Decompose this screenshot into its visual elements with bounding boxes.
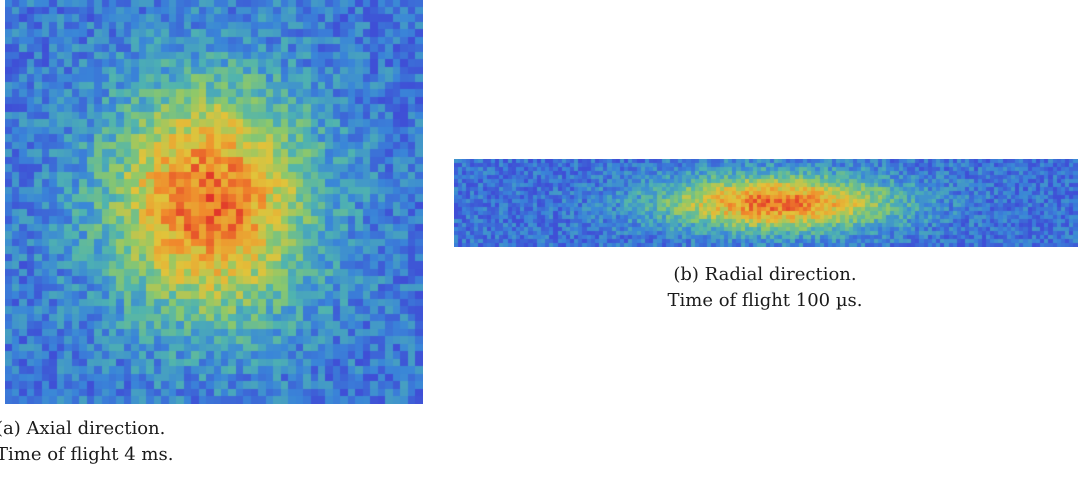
caption-a-line2: Time of flight 4 ms. bbox=[0, 444, 174, 465]
caption-b-line2: Time of flight 100 µs. bbox=[667, 290, 863, 311]
radial-density-image bbox=[454, 159, 1078, 247]
axial-density-image bbox=[5, 0, 423, 404]
caption-b-line1: (b) Radial direction. bbox=[673, 264, 857, 285]
caption-b: (b) Radial direction. Time of flight 100… bbox=[601, 262, 929, 314]
caption-a-line1: (a) Axial direction. bbox=[0, 418, 166, 439]
caption-a: (a) Axial direction. Time of flight 4 ms… bbox=[0, 416, 173, 468]
